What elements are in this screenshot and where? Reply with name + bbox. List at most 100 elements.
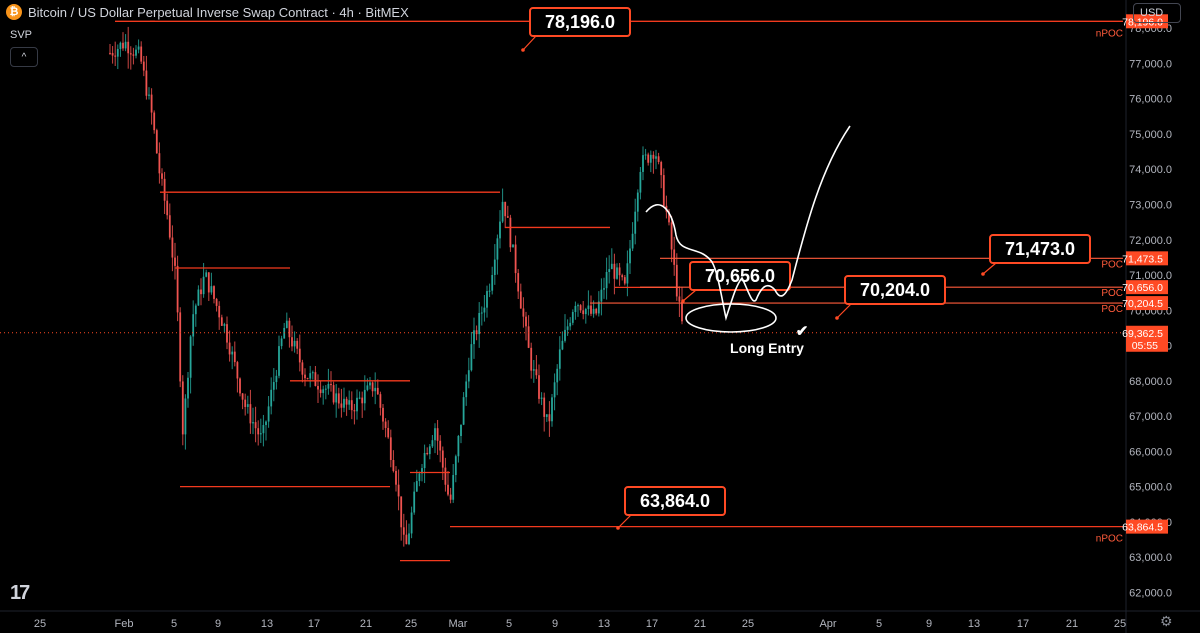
- candle-body: [140, 46, 143, 62]
- candle-body: [457, 436, 460, 457]
- symbol-title[interactable]: Bitcoin / US Dollar Perpetual Inverse Sw…: [28, 4, 409, 20]
- candle-body: [319, 389, 322, 394]
- level-tag-label: nPOC: [1096, 28, 1123, 39]
- gear-icon[interactable]: ⚙: [1160, 613, 1173, 629]
- candle-body: [311, 372, 314, 374]
- candle-body: [127, 41, 130, 54]
- candle-body: [109, 52, 111, 54]
- candle-body: [584, 309, 587, 315]
- candle-body: [493, 259, 496, 275]
- price-tick-label: 67,000.0: [1129, 411, 1172, 423]
- candle-body: [504, 201, 507, 217]
- price-tick-label: 63,000.0: [1129, 552, 1172, 564]
- price-axis-label-box: [1126, 296, 1168, 311]
- time-tick-label: 9: [552, 618, 558, 630]
- time-tick-label: Mar: [449, 618, 468, 630]
- candle-body: [509, 217, 512, 248]
- candle-body: [254, 422, 257, 429]
- level-tag-label: POC: [1101, 288, 1123, 299]
- candle-body: [436, 428, 439, 441]
- candle-body: [314, 372, 317, 386]
- candle-body: [467, 370, 470, 382]
- candle-body: [621, 275, 624, 278]
- candle-body: [223, 324, 226, 326]
- candle-body: [174, 257, 176, 266]
- candle-body: [561, 340, 564, 350]
- candle-body: [636, 192, 639, 212]
- time-tick-label: 25: [1114, 618, 1126, 630]
- candle-body: [278, 346, 280, 376]
- candle-body: [252, 422, 254, 424]
- candle-body: [652, 154, 655, 159]
- candle-body: [431, 440, 434, 447]
- candle-body: [392, 460, 395, 471]
- candle-body: [322, 389, 325, 394]
- candle-body: [634, 211, 637, 234]
- time-tick-label: 5: [876, 618, 882, 630]
- time-tick-label: 17: [308, 618, 320, 630]
- candle-body: [330, 383, 332, 386]
- candle-body: [350, 400, 353, 411]
- candle-body: [397, 484, 400, 497]
- candle-body: [675, 264, 678, 297]
- level-tag-label: POC: [1101, 304, 1123, 315]
- price-tick-label: 72,000.0: [1129, 235, 1172, 247]
- candle-body: [270, 389, 273, 407]
- time-tick-label: 21: [1066, 618, 1078, 630]
- candle-body: [408, 533, 410, 545]
- candle-body: [129, 53, 132, 55]
- candle-body: [218, 305, 221, 318]
- candle-body: [566, 326, 569, 330]
- time-tick-label: 17: [1017, 618, 1029, 630]
- projected-path: [645, 125, 851, 321]
- candle-body: [405, 534, 408, 545]
- candle-body: [506, 216, 509, 218]
- time-tick-label: 13: [261, 618, 273, 630]
- candle-body: [649, 154, 652, 163]
- candle-body: [257, 428, 260, 435]
- candle-body: [441, 450, 444, 468]
- candle-body: [236, 362, 239, 379]
- candle-body: [239, 378, 241, 394]
- time-tick-label: 25: [34, 618, 46, 630]
- price-tick-label: 68,000.0: [1129, 376, 1172, 388]
- candle-body: [499, 221, 501, 239]
- time-tick-label: 13: [968, 618, 980, 630]
- time-tick-label: Apr: [819, 618, 836, 630]
- candle-body: [363, 389, 366, 404]
- candle-body: [155, 130, 158, 154]
- callout-pointer: [617, 514, 632, 529]
- time-tick-label: 25: [405, 618, 417, 630]
- candle-body: [197, 289, 200, 306]
- candle-body: [184, 398, 187, 435]
- price-tick-label: 73,000.0: [1129, 200, 1172, 212]
- candle-body: [465, 381, 468, 398]
- candle-body: [241, 393, 244, 400]
- candle-body: [309, 373, 312, 379]
- currency-selector[interactable]: USD: [1133, 3, 1181, 23]
- candle-body: [124, 41, 127, 49]
- candle-body: [291, 337, 293, 347]
- candle-body: [613, 263, 616, 279]
- candle-body: [629, 248, 631, 264]
- candle-body: [480, 312, 483, 314]
- collapse-indicators-button[interactable]: ^: [10, 47, 38, 67]
- candle-body: [194, 305, 197, 315]
- tradingview-logo-icon[interactable]: 17: [10, 582, 30, 604]
- candle-body: [501, 201, 504, 222]
- svp-indicator-label[interactable]: SVP: [10, 29, 33, 41]
- callout-pointer: [836, 303, 852, 319]
- candle-body: [335, 393, 338, 403]
- candle-body: [564, 329, 566, 341]
- candle-body: [327, 383, 330, 389]
- candle-body: [639, 171, 642, 193]
- candle-body: [387, 427, 390, 438]
- candle-body: [179, 312, 182, 382]
- candle-body: [447, 484, 449, 495]
- candle-body: [148, 94, 150, 96]
- candle-body: [285, 320, 288, 328]
- callout-anchor: [981, 272, 985, 276]
- candle-body: [415, 481, 418, 492]
- candle-body: [166, 200, 169, 216]
